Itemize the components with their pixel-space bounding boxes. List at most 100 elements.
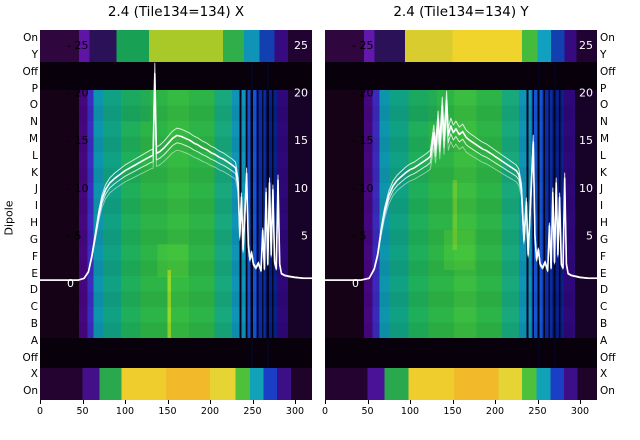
dipole-row-label: M — [600, 132, 610, 145]
dipole-row-label: K — [31, 166, 38, 179]
x-axis-tick-label: 200 — [485, 406, 505, 417]
x-axis-tick — [580, 400, 581, 404]
power-tick-label-left: - 25 — [352, 39, 373, 52]
dipole-row-label: A — [600, 334, 608, 347]
x-axis-tick-label: 0 — [321, 406, 329, 417]
x-axis-tick-label: 200 — [200, 406, 220, 417]
dipole-row-label: Off — [22, 351, 39, 364]
power-tick-label-left: - 10 — [352, 182, 373, 195]
x-axis-tick-label: 0 — [36, 406, 44, 417]
dipole-row-label: H — [600, 217, 608, 229]
dipole-row-label: On — [23, 32, 38, 44]
dipole-row-label: B — [600, 317, 608, 330]
dipole-row-label: O — [600, 99, 609, 112]
x-axis-tick — [325, 400, 326, 404]
dipole-row-label: Off — [600, 351, 616, 364]
x-axis-tick-label: 300 — [285, 406, 305, 417]
power-tick-label-left: - 15 — [352, 134, 373, 147]
power-tick-label-right: 5 — [586, 229, 593, 242]
dipole-row-label: N — [600, 116, 608, 129]
x-axis-tick-label: 150 — [158, 406, 177, 417]
x-axis-tick — [367, 400, 369, 404]
x-axis-tick-label: 100 — [115, 406, 135, 417]
dipole-row-label: E — [600, 267, 607, 280]
dipole-row-label: I — [34, 200, 38, 213]
power-tick-label-right: 25 — [579, 39, 593, 52]
power-tick-label-left: 0 — [352, 277, 359, 290]
power-tick-label-left: - 20 — [352, 87, 373, 100]
dipole-row-label: N — [30, 116, 38, 129]
dipole-row-label: Y — [600, 48, 607, 61]
dipole-row-label: D — [29, 284, 38, 297]
power-tick-label-right: 15 — [579, 134, 593, 147]
plot-x: 2.4 (Tile134=134) X - 25 25 - 20 20 - 15 15 - … — [37, 4, 312, 417]
dipole-row-label: X — [600, 368, 608, 381]
x-axis-tick-label: 50 — [76, 406, 89, 417]
plot-y-title: 2.4 (Tile134=134) Y — [393, 4, 529, 20]
dipole-row-label: On — [600, 385, 615, 398]
dipole-row-label: C — [30, 301, 38, 314]
dipole-row-label: Off — [22, 65, 39, 78]
x-axis-tick — [295, 400, 296, 404]
dipole-row-label: A — [30, 334, 38, 347]
x-axis-tick-label: 300 — [570, 406, 590, 417]
heatmap-y: - 25 25 - 20 20 - 15 15 - 10 10 - 5 5 0 — [325, 30, 597, 400]
dipole-row-label: X — [30, 368, 38, 381]
power-tick-label-left: 0 — [67, 277, 74, 290]
power-tick-label-left: - 25 — [67, 39, 88, 52]
x-axis-tick-label: 150 — [443, 406, 462, 417]
dipole-row-label: G — [29, 233, 38, 246]
x-axis-tick — [167, 400, 169, 404]
dipole-row-label: G — [600, 233, 609, 246]
heatmap-x: - 25 25 - 20 20 - 15 15 - 10 10 - 5 5 0 — [40, 30, 312, 400]
power-tick-label-right: 5 — [301, 229, 308, 242]
dipole-row-label: D — [600, 284, 609, 297]
dipole-row-label: F — [600, 250, 607, 263]
x-axis-tick-label: 50 — [361, 406, 374, 417]
dipole-row-label: L — [600, 149, 606, 162]
x-axis-tick-label: 250 — [528, 406, 547, 417]
x-axis-tick — [452, 400, 454, 404]
bandpass-line — [325, 99, 597, 281]
power-tick-label-left: - 15 — [67, 134, 88, 147]
power-tick-label-right: 15 — [294, 134, 308, 147]
power-tick-label-left: - 20 — [67, 87, 88, 100]
dipole-row-label: I — [600, 200, 604, 213]
power-tick-label-right: 20 — [579, 87, 593, 100]
plot-x-title: 2.4 (Tile134=134) X — [107, 4, 245, 20]
dipole-row-label: O — [29, 99, 38, 112]
dipole-row-label: J — [34, 183, 38, 196]
dipole-row-label: B — [30, 317, 38, 330]
x-axis-tick — [537, 400, 539, 404]
plot-y: 2.4 (Tile134=134) Y - 25 25- 20 20- 15 15- … — [322, 4, 597, 417]
power-tick-label-right: 20 — [294, 87, 308, 100]
power-tick-label-right: 10 — [579, 182, 593, 195]
dipole-row-label: K — [600, 166, 607, 179]
x-axis-tick-label: 250 — [243, 406, 262, 417]
x-axis-tick — [495, 400, 496, 404]
x-axis-tick — [125, 400, 126, 404]
dipole-labels-right: On Y Off P O N M L K J I H G F E D C B A Off X On — [600, 30, 638, 400]
dipole-row-label: On — [23, 385, 38, 398]
dipole-row-label: On — [600, 32, 615, 44]
dipole-row-label: L — [32, 149, 38, 162]
power-tick-label-left: - 10 — [67, 182, 88, 195]
dipole-row-label: C — [600, 301, 608, 314]
x-axis-tick — [40, 400, 41, 404]
dipole-labels-left: On Y Off P O N M L K J I H G F E D C B A Off X On — [10, 30, 39, 400]
dipole-row-label: P — [31, 82, 38, 95]
dipole-row-label: Y — [31, 48, 38, 61]
dipole-row-label: Off — [600, 65, 616, 78]
dipole-row-label: F — [31, 250, 38, 263]
dipole-row-label: E — [31, 267, 38, 280]
x-axis-tick-label: 100 — [400, 406, 420, 417]
power-tick-label-right: 25 — [294, 39, 308, 52]
dipole-row-label: J — [600, 183, 604, 196]
power-tick-label-left: - 5 — [352, 229, 366, 242]
dipole-row-label: M — [28, 132, 38, 145]
dipole-row-label: P — [600, 82, 607, 95]
dipole-row-label: H — [30, 217, 38, 229]
x-axis-tick — [410, 400, 411, 404]
x-axis-tick — [82, 400, 84, 404]
power-tick-label-right: 10 — [294, 182, 308, 195]
